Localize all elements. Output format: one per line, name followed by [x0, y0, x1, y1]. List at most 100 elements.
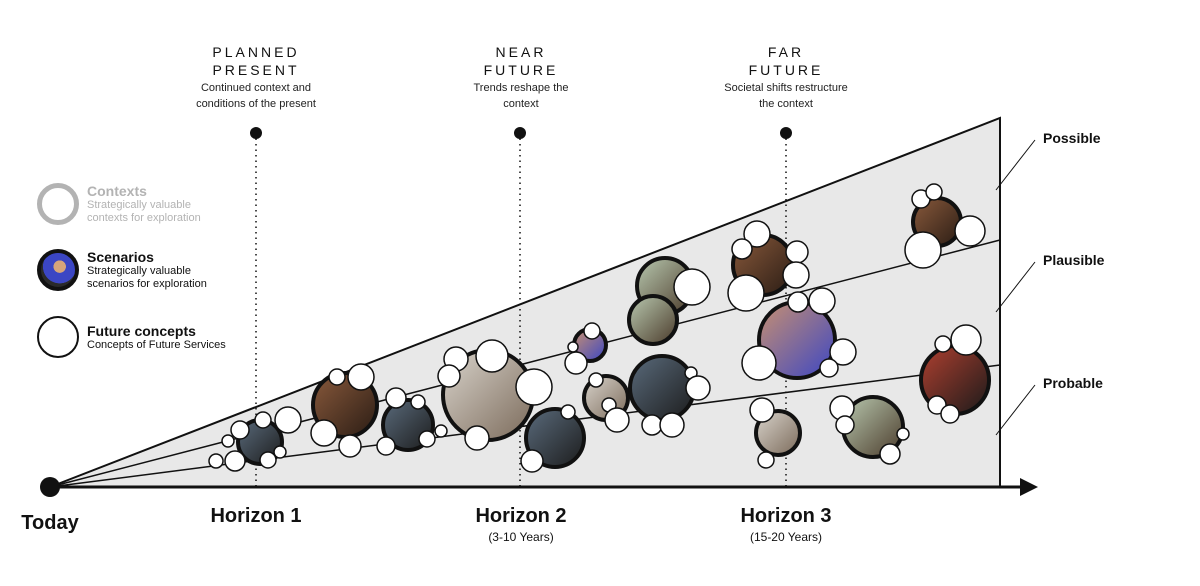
today-marker — [40, 477, 60, 497]
concept-circle — [829, 338, 857, 366]
concept-circle — [564, 351, 588, 375]
concept-circle — [273, 445, 287, 459]
concept-circle — [940, 404, 960, 424]
concept-circle — [727, 274, 765, 312]
horizon-description: Continued context and — [200, 82, 312, 94]
horizon-title: FAR — [767, 44, 805, 60]
scenario-circle — [628, 354, 696, 422]
concept-circle — [604, 407, 630, 433]
concept-circle — [641, 414, 663, 436]
horizon-description: the context — [759, 98, 813, 110]
band-leader-lines — [995, 139, 1036, 436]
horizon-header-planned-present: PLANNED PRESENT Continued context and co… — [156, 43, 356, 111]
concept-circle — [230, 420, 250, 440]
concept-circle — [464, 425, 490, 451]
axis-range: (3-10 Years) — [488, 530, 554, 544]
horizon2-label: Horizon 2 (3-10 Years) — [441, 505, 601, 544]
scenario-circle — [524, 407, 586, 469]
axis-label: Horizon 1 — [210, 505, 302, 527]
concept-circle — [743, 220, 771, 248]
legend-description: Strategically valuable — [87, 265, 191, 277]
legend-description: contexts for exploration — [87, 212, 201, 224]
concept-circle — [560, 404, 576, 420]
concept-circle-icon — [37, 316, 79, 358]
legend-future-concepts: Future concepts Concepts of Future Servi… — [37, 316, 226, 358]
horizon-description: Trends reshape the — [473, 82, 569, 94]
concept-circle — [808, 287, 836, 315]
concept-circle — [950, 324, 982, 356]
concept-circle — [741, 345, 777, 381]
band-label-probable: Probable — [1043, 375, 1103, 391]
horizon-title: PRESENT — [212, 62, 300, 78]
horizon3-label: Horizon 3 (15-20 Years) — [706, 505, 866, 544]
scenario-photo-icon — [37, 249, 79, 291]
axis-arrowhead — [1020, 478, 1038, 496]
concept-circle — [782, 261, 810, 289]
legend-contexts: Contexts Strategically valuable contexts… — [37, 183, 201, 225]
axis-range: (15-20 Years) — [749, 530, 823, 544]
horizon-description: conditions of the present — [196, 98, 316, 110]
concept-circle — [896, 427, 910, 441]
concept-circle — [819, 358, 839, 378]
concept-circle — [259, 451, 277, 469]
horizon-title: FUTURE — [483, 62, 559, 78]
concept-circle — [376, 436, 396, 456]
concept-circle — [954, 215, 986, 247]
concept-circle — [673, 268, 711, 306]
concept-circle — [410, 394, 426, 410]
legend-title: Scenarios — [87, 249, 154, 265]
concept-circle — [567, 341, 579, 353]
concept-circle — [221, 434, 235, 448]
concept-circle — [934, 335, 952, 353]
band-label-plausible: Plausible — [1043, 252, 1105, 268]
concept-circle — [208, 453, 224, 469]
concept-circle — [879, 443, 901, 465]
concept-circle — [515, 368, 553, 406]
legend-title: Contexts — [87, 183, 147, 199]
today-label: Today — [0, 512, 100, 535]
concept-circle — [925, 183, 943, 201]
concept-circle — [434, 424, 448, 438]
concept-circle — [385, 387, 407, 409]
legend-description: Concepts of Future Services — [87, 338, 226, 351]
legend-description: scenarios for exploration — [87, 278, 207, 290]
concept-circle — [475, 339, 509, 373]
concept-circle — [328, 368, 346, 386]
axis-label: Horizon 3 — [740, 505, 832, 527]
concept-circle — [338, 434, 362, 458]
concept-circle — [785, 240, 809, 264]
concept-circle — [583, 322, 601, 340]
horizon-title: PLANNED — [212, 44, 300, 60]
axis-label: Today — [21, 512, 79, 534]
horizon-title: FUTURE — [748, 62, 824, 78]
horizon-description: Societal shifts restructure — [724, 82, 848, 94]
concept-circle — [254, 411, 272, 429]
concept-circle — [749, 397, 775, 423]
horizon-header-far-future: FAR FUTURE Societal shifts restructure t… — [686, 43, 886, 111]
concept-circle — [310, 419, 338, 447]
scenario-circle — [754, 409, 802, 457]
concept-circle — [835, 415, 855, 435]
horizon-title: NEAR — [495, 44, 547, 60]
horizon-description: context — [503, 98, 539, 110]
plausible-boundary — [49, 239, 1001, 488]
legend-title: Future concepts — [87, 322, 196, 339]
concept-circle — [437, 364, 461, 388]
concept-circle — [347, 363, 375, 391]
concept-circle — [224, 450, 246, 472]
concept-circle — [659, 412, 685, 438]
concept-circle — [274, 406, 302, 434]
concept-circle — [520, 449, 544, 473]
concept-circle — [904, 231, 942, 269]
concept-circle — [731, 238, 753, 260]
horizon1-label: Horizon 1 — [176, 505, 336, 528]
concept-circle — [418, 430, 436, 448]
horizon-header-near-future: NEAR FUTURE Trends reshape the context — [421, 43, 621, 111]
scenario-circle — [627, 294, 679, 346]
context-ring-icon — [37, 183, 79, 225]
concept-circle — [757, 451, 775, 469]
concept-circle — [787, 291, 809, 313]
concept-circle — [588, 372, 604, 388]
probable-boundary — [49, 364, 1001, 488]
